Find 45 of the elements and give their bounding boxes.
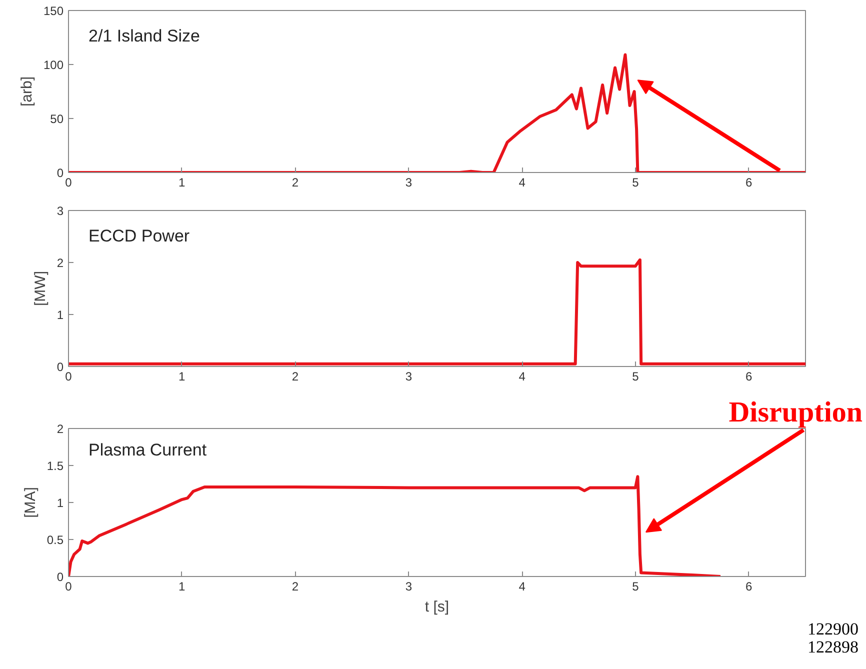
x-tick-label: 4: [518, 580, 526, 594]
x-tick-label: 2: [292, 370, 299, 384]
x-tick-label: 1: [178, 176, 186, 190]
text: 2/1 Island Size: [88, 26, 200, 46]
annotation: Disruption: [728, 396, 863, 428]
x-tick-label: 0: [65, 370, 72, 384]
x-tick-label: 6: [745, 176, 752, 190]
text: 122900: [808, 620, 858, 638]
y-tick-label: 3: [56, 204, 64, 218]
y-tick-label: 0: [56, 166, 64, 180]
text: ECCD Power: [88, 226, 190, 246]
y-tick-label: 2: [56, 256, 64, 270]
x-tick-label: 2: [292, 176, 299, 190]
x-tick-label: 4: [518, 176, 526, 190]
x-tick-label: 6: [745, 580, 752, 594]
x-tick-label: 5: [632, 176, 640, 190]
line-series: [68, 475, 722, 576]
x-tick-label: 5: [632, 580, 640, 594]
x-tick-label: 3: [405, 176, 412, 190]
y-tick-label: 0.5: [46, 533, 64, 547]
y-tick-label: 150: [43, 4, 64, 18]
y-tick-label: 2: [56, 422, 64, 436]
x-tick-label: 6: [745, 370, 752, 384]
y-tick-label: 50: [50, 112, 64, 126]
x-tick-label: 0: [65, 580, 72, 594]
y-tick-label: 0: [56, 360, 64, 374]
text: 122898: [808, 638, 858, 656]
y-tick-label: 1.5: [46, 459, 64, 473]
y-tick-label: 0: [56, 570, 64, 584]
y-axis-title: [MA]: [22, 487, 39, 518]
y-tick-label: 1: [56, 308, 64, 322]
x-tick-label: 1: [178, 370, 186, 384]
x-tick-label: 0: [65, 176, 72, 190]
x-tick-label: 3: [405, 580, 412, 594]
x-tick-label: 1: [178, 580, 186, 594]
text: Plasma Current: [88, 440, 207, 460]
x-axis-title: t [s]: [424, 598, 450, 616]
x-tick-label: 5: [632, 370, 640, 384]
y-axis-title: [arb]: [18, 76, 36, 107]
x-tick-label: 4: [518, 370, 526, 384]
x-tick-label: 2: [292, 580, 299, 594]
y-axis-title: [MW]: [32, 270, 49, 306]
y-tick-label: 1: [56, 496, 64, 510]
y-tick-label: 100: [43, 58, 64, 72]
x-tick-label: 3: [405, 370, 412, 384]
